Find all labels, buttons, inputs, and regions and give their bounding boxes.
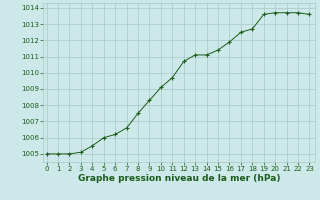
X-axis label: Graphe pression niveau de la mer (hPa): Graphe pression niveau de la mer (hPa) bbox=[78, 174, 280, 183]
